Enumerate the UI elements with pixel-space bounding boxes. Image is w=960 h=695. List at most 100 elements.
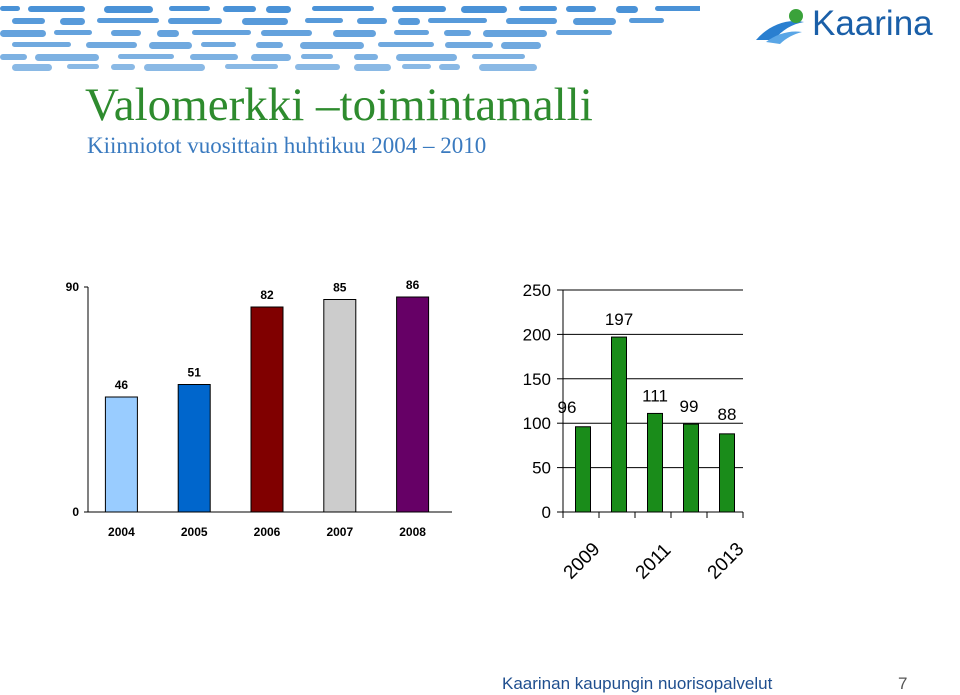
wave-dash — [12, 18, 45, 24]
x-tick-label: 2007 — [326, 525, 353, 539]
wave-dash — [144, 64, 205, 71]
wave-dash — [428, 18, 487, 23]
x-tick-label: 2011 — [632, 540, 676, 584]
data-label: 99 — [680, 397, 699, 416]
wave-dash — [111, 64, 135, 70]
y-tick-label: 50 — [532, 459, 551, 478]
wave-dash — [394, 30, 429, 35]
wave-dash — [392, 6, 446, 12]
data-label: 96 — [558, 398, 577, 417]
data-label: 46 — [115, 378, 129, 392]
data-label: 85 — [333, 281, 347, 295]
wave-dash — [192, 30, 251, 35]
bar — [250, 306, 284, 513]
bar — [323, 299, 357, 513]
wave-dash — [501, 42, 541, 49]
data-label: 82 — [260, 288, 274, 302]
wave-dash — [67, 64, 99, 69]
wave-dash — [445, 42, 493, 48]
x-tick-label: 2008 — [399, 525, 426, 539]
data-label: 197 — [605, 310, 633, 329]
wave-dash — [168, 18, 222, 24]
y-tick-label: 90 — [66, 280, 80, 294]
brand-name: Kaarina — [812, 4, 933, 43]
y-tick-label: 100 — [523, 414, 551, 433]
x-tick-label: 2009 — [560, 539, 605, 584]
bar — [647, 412, 663, 513]
logo-wave-icon — [756, 20, 804, 40]
wave-dash — [305, 18, 343, 23]
wave-dash — [256, 42, 283, 48]
chart-2009-2013: 0 50 100 150 200 250 96 2009 197 111 2011 99 88 2013 — [523, 281, 749, 584]
page-number: 7 — [898, 674, 908, 693]
bar — [177, 384, 211, 513]
y-tick-label: 0 — [72, 505, 79, 519]
wave-dash — [566, 6, 596, 12]
wave-dash — [111, 30, 141, 36]
wave-dash — [225, 64, 278, 69]
bar — [719, 433, 735, 513]
wave-dash — [402, 64, 431, 69]
data-label: 88 — [718, 405, 737, 424]
wave-dash — [479, 64, 537, 71]
wave-dash — [439, 64, 460, 70]
wave-dash — [396, 54, 457, 61]
wave-dash — [157, 30, 179, 37]
wave-dash — [472, 54, 525, 59]
bar — [611, 336, 627, 513]
bar — [104, 396, 138, 513]
wave-dash — [28, 6, 85, 12]
y-tick-label: 150 — [523, 370, 551, 389]
x-tick-label: 2004 — [108, 525, 135, 539]
wave-dash — [354, 64, 391, 71]
wave-dash — [169, 6, 210, 11]
wave-dash — [483, 30, 547, 37]
wave-dash — [35, 54, 99, 61]
bar — [575, 426, 591, 513]
wave-dash — [118, 54, 174, 59]
y-tick-label: 250 — [523, 281, 551, 300]
wave-dash — [242, 18, 288, 25]
wave-dash — [0, 30, 46, 37]
data-label: 51 — [188, 366, 202, 380]
wave-dash — [201, 42, 236, 47]
wave-dash — [12, 42, 71, 47]
wave-dash — [312, 6, 374, 11]
wave-dash — [0, 54, 27, 60]
data-label: 111 — [642, 386, 668, 405]
logo-wave-icon-2 — [766, 31, 802, 44]
page-subtitle: Kiinniotot vuosittain huhtikuu 2004 – 20… — [87, 133, 487, 158]
page-title: Valomerkki –toimintamalli — [85, 79, 593, 131]
wave-dash — [266, 6, 291, 13]
chart-2004-2008: 0 90 46 2004 51 2005 82 2006 85 2007 86 2008 — [66, 278, 452, 539]
decorative-wave-pattern — [0, 6, 700, 71]
bar — [683, 423, 699, 513]
wave-dash — [300, 42, 364, 49]
wave-dash — [616, 6, 638, 13]
wave-dash — [378, 42, 434, 47]
kaarina-logo — [756, 9, 804, 44]
wave-dash — [506, 18, 557, 24]
wave-dash — [54, 30, 92, 35]
wave-dash — [354, 54, 378, 60]
wave-dash — [60, 18, 85, 25]
wave-dash — [12, 64, 52, 71]
x-tick-label: 2005 — [181, 525, 208, 539]
wave-dash — [573, 18, 616, 25]
wave-dash — [444, 30, 471, 36]
wave-dash — [97, 18, 159, 23]
y-tick-label: 0 — [542, 503, 551, 522]
logo-ball-icon — [789, 9, 803, 23]
data-label: 86 — [406, 278, 420, 292]
wave-dash — [86, 42, 137, 48]
wave-dash — [519, 6, 557, 11]
wave-dash — [104, 6, 153, 13]
wave-dash — [398, 18, 420, 25]
wave-dash — [655, 6, 700, 11]
wave-dash — [333, 30, 376, 37]
footer-organization: Kaarinan kaupungin nuorisopalvelut — [502, 674, 773, 693]
wave-dash — [357, 18, 387, 24]
wave-dash — [295, 64, 340, 70]
x-tick-label: 2006 — [254, 525, 281, 539]
wave-dash — [556, 30, 612, 35]
